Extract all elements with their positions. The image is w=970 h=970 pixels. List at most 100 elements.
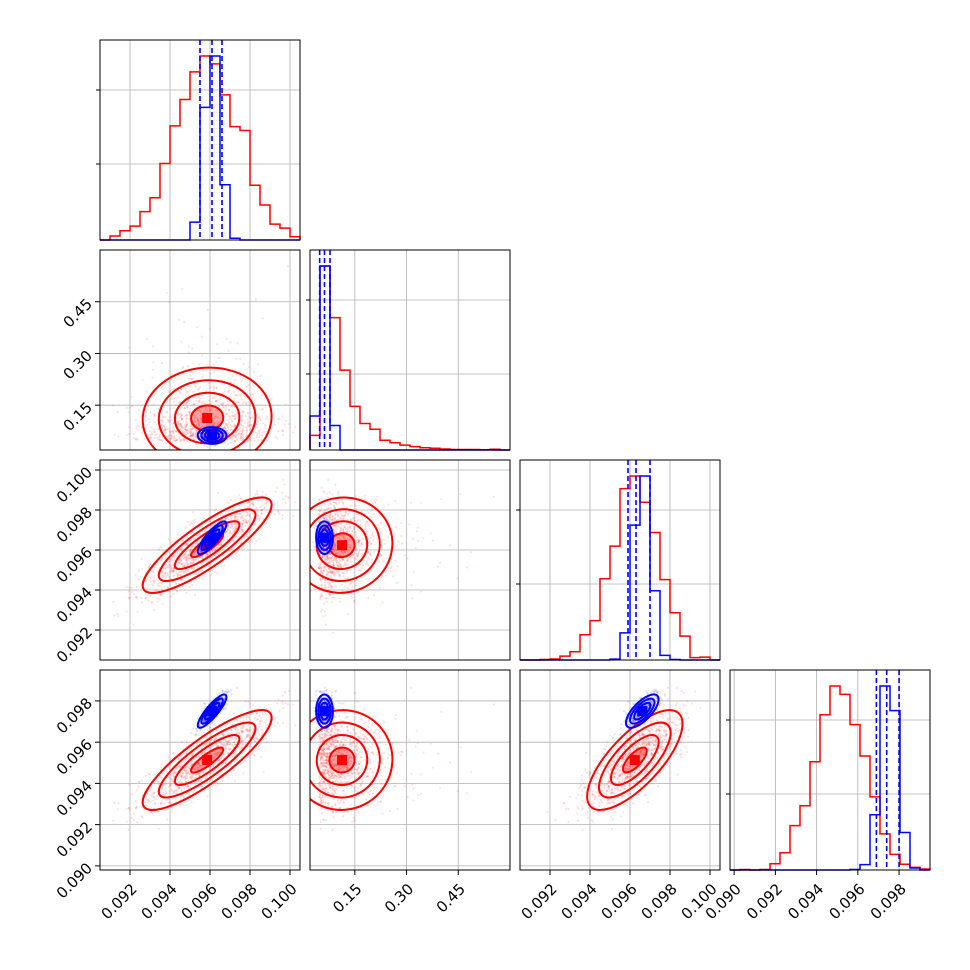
scatter-point-1-2-1-536 [339,551,342,554]
scatter-point-1-2-1-844 [344,585,347,588]
scatter-point-1-2-0-1494 [117,615,120,618]
scatter-point-1-3-0-8 [195,774,198,777]
scatter-point-1-2-0-1402 [227,518,230,521]
scatter-point-1-1-0-1416 [196,419,199,422]
scatter-points-1-3-0 [100,689,297,831]
scatter-point-1-1-0-1262 [168,434,171,437]
scatter-point-1-1-0-1442 [192,403,195,407]
scatter-point-1-2-0-1104 [203,530,207,533]
scatter-point-1-1-0-68 [193,414,196,417]
scatter-point-1-2-1-984 [352,553,355,557]
scatter-point-1-2-1-1400 [338,563,341,566]
scatter-point-1-2-1-1274 [375,524,378,527]
scatter-point-1-2-0-1346 [199,570,202,573]
scatter-point-1-2-1-836 [419,590,423,593]
scatter-point-1-2-1-102 [320,566,323,569]
scatter-point-1-3-0-120 [158,774,161,777]
scatter-point-1-2-1-954 [334,545,337,548]
scatter-point-1-2-0-878 [214,571,217,574]
scatter-point-1-2-1-866 [358,563,361,566]
scatter-point-1-1-0-930 [247,401,250,404]
scatter-point-1-2-1-192 [325,492,328,495]
contour-0-2-1-3 [315,520,334,556]
scatter-point-1-2-1-2078 [346,556,350,560]
scatter-point-1-1-0-450 [198,399,201,402]
scatter-point-1-1-0-1664 [178,318,181,321]
scatter-point-1-1-0-1682 [244,402,248,405]
scatter-point-1-1-0-1318 [190,430,193,433]
scatter-point-1-3-0-190 [197,766,200,769]
scatter-point-1-1-0-570 [224,427,227,430]
scatter-point-1-2-0-1708 [146,587,149,590]
scatter-point-1-2-1-364 [323,556,327,559]
scatter-point-1-2-0-1764 [170,569,173,572]
scatter-point-1-2-1-1026 [414,546,417,549]
scatter-point-1-2-1-474 [329,584,332,587]
scatter-point-1-2-0-2116 [153,608,156,611]
scatter-point-1-2-0-1348 [185,555,189,558]
scatter-point-1-2-0-1434 [238,512,241,516]
scatter-point-1-1-0-572 [169,407,172,410]
scatter-point-1-1-0-164 [192,438,195,441]
scatter-point-1-2-1-940 [319,561,322,564]
scatter-point-1-1-0-2160 [226,426,229,429]
scatter-point-1-2-0-1090 [234,516,237,519]
scatter-point-1-2-1-442 [332,563,335,566]
scatter-point-1-2-1-818 [331,631,335,634]
scatter-point-1-2-1-1116 [338,570,341,573]
scatter-point-1-2-0-1166 [225,501,228,504]
scatter-point-1-1-0-998 [190,434,193,437]
scatter-point-1-2-0-360 [158,598,161,601]
scatter-point-1-2-0-1706 [286,495,289,498]
scatter-point-1-1-0-1030 [197,396,200,399]
scatter-point-1-1-0-1654 [181,431,184,434]
scatter-point-1-1-0-350 [172,425,175,428]
scatter-point-1-1-0-2056 [253,439,256,442]
scatter-panel-3-0 [99,669,301,871]
scatter-point-1-3-0-140 [216,753,219,756]
scatter-point-1-2-1-382 [391,529,394,533]
scatter-point-1-2-0-1356 [167,560,170,563]
scatter-point-1-2-0-678 [132,593,136,596]
scatter-point-1-1-0-834 [236,434,240,437]
scatter-point-1-2-0-734 [245,521,248,525]
contour-1-2-0-3 [141,496,273,594]
scatter-point-1-2-1-1226 [342,518,345,521]
scatter-point-1-1-0-1988 [234,378,237,382]
scatter-point-1-2-1-794 [333,525,336,528]
scatter-point-1-1-0-938 [241,428,244,431]
scatter-point-1-2-0-1254 [171,563,174,566]
scatter-point-0-2-0-688 [230,514,233,517]
scatter-point-1-1-0-260 [240,379,243,382]
scatter-point-1-2-0-430 [197,559,200,562]
scatter-point-1-1-0-118 [181,366,185,369]
scatter-point-1-2-1-1398 [321,586,324,589]
scatter-point-1-2-1-1676 [342,552,345,555]
scatter-point-1-2-1-1390 [323,602,326,605]
scatter-point-1-2-0-2006 [204,561,207,564]
scatter-point-0-2-0-98 [189,553,192,556]
scatter-point-1-1-0-30 [227,390,230,394]
scatter-point-1-2-0-854 [219,544,222,547]
scatter-point-1-2-1-1544 [355,531,358,534]
scatter-point-1-1-0-2132 [256,420,259,423]
scatter-point-1-2-1-130 [440,497,443,501]
scatter-point-1-1-0-2020 [184,434,187,437]
scatter-point-1-2-1-1430 [331,515,334,518]
scatter-point-1-2-0-1770 [199,564,203,567]
peak-marker-0-2-1 [319,532,330,543]
scatter-point-1-2-1-1468 [346,563,349,566]
scatter-point-1-2-1-742 [366,550,369,553]
scatter-point-1-2-1-878 [331,571,334,574]
scatter-point-1-2-0-1688 [170,541,173,544]
scatter-point-1-2-1-1442 [353,520,357,523]
scatter-point-1-1-0-1622 [194,420,197,423]
scatter-point-1-2-1-1420 [381,601,384,604]
scatter-point-1-2-0-1828 [160,574,163,577]
scatter-point-1-2-1-444 [386,557,390,560]
scatter-point-1-2-0-474 [184,584,187,587]
scatter-point-1-2-0-280 [247,513,250,516]
scatter-point-0-2-0-476 [211,548,214,551]
scatter-point-1-2-1-492 [329,571,332,574]
scatter-point-1-1-0-990 [233,406,236,409]
